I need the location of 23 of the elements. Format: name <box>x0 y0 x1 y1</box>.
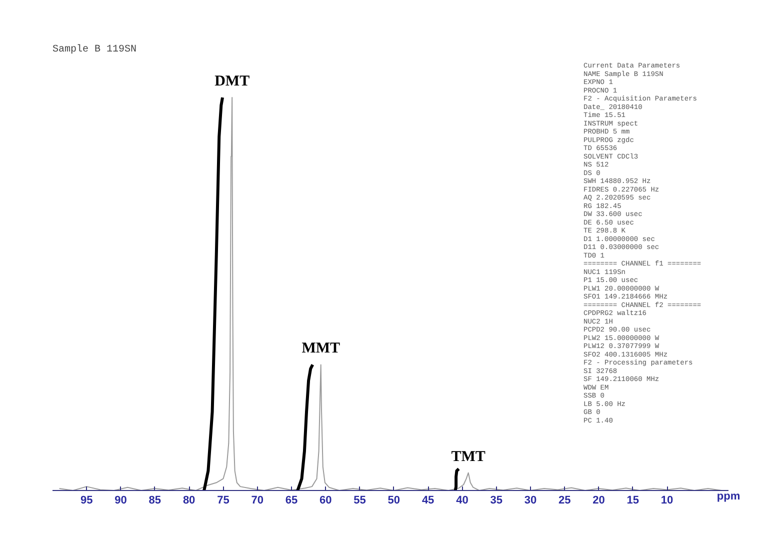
annotation: MMT <box>302 340 340 357</box>
x-tick-label: 25 <box>558 494 571 506</box>
x-tick-label: 35 <box>490 494 502 506</box>
x-tick-label: 15 <box>626 494 640 506</box>
x-tick-label: 70 <box>251 494 264 506</box>
x-tick-label: 55 <box>354 494 366 506</box>
x-tick-label: 85 <box>148 494 162 506</box>
x-tick-label: 80 <box>182 494 196 506</box>
x-tick-label: 30 <box>524 494 537 506</box>
annotation: TMT <box>451 448 486 465</box>
x-tick-label: 50 <box>388 494 400 506</box>
annotation: DMT <box>214 73 250 90</box>
x-tick-label: 60 <box>320 494 332 506</box>
x-tick-label: 95 <box>80 494 93 506</box>
x-tick-label: 10 <box>660 494 674 506</box>
x-tick-label: 45 <box>422 494 434 506</box>
x-tick-label: 75 <box>217 494 230 506</box>
chart-title: Sample B 119SN <box>52 44 137 56</box>
x-tick-label: 65 <box>285 494 298 506</box>
x-axis-title: ppm <box>716 490 740 502</box>
x-tick-label: 90 <box>114 494 127 506</box>
x-tick-label: 20 <box>592 494 605 506</box>
x-tick-label: 40 <box>456 494 468 506</box>
